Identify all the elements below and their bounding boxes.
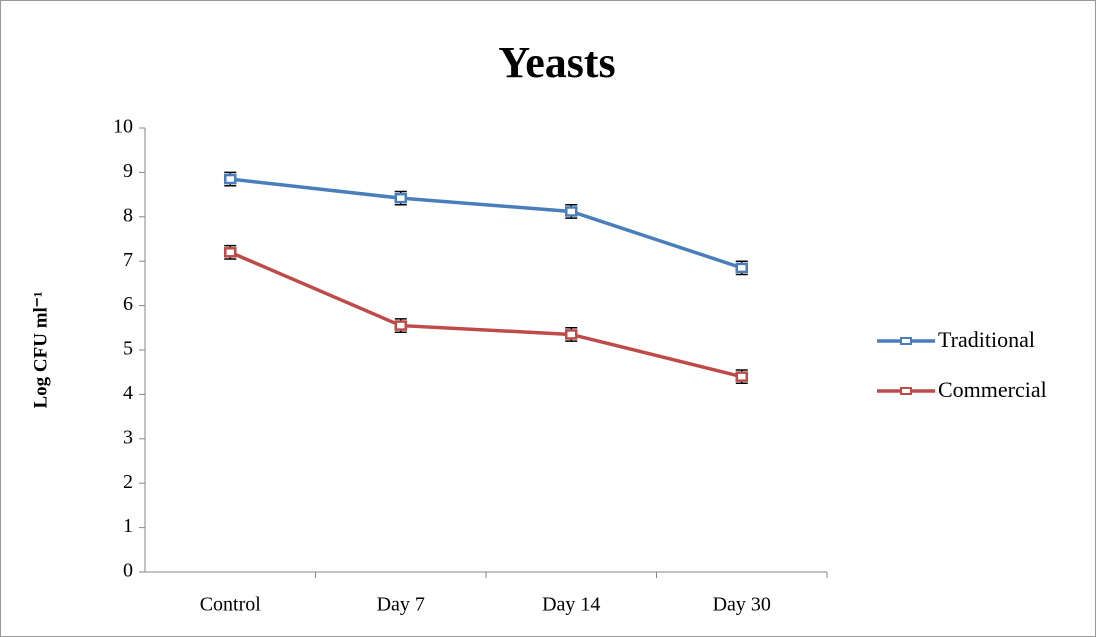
y-tick-label: 7 — [123, 249, 133, 271]
y-tick-label: 0 — [123, 560, 133, 582]
y-tick-label: 2 — [123, 471, 133, 493]
legend-label: Commercial — [938, 377, 1047, 402]
y-tick-label: 3 — [123, 426, 133, 448]
y-tick-label: 10 — [113, 116, 133, 138]
legend-marker — [900, 387, 912, 395]
x-tick-label: Day 7 — [377, 594, 425, 616]
series-line — [229, 250, 743, 379]
x-tick-label: Day 30 — [713, 594, 771, 616]
legend-label: Traditional — [938, 327, 1035, 352]
point — [735, 262, 748, 274]
y-tick-label: 9 — [123, 160, 133, 182]
point — [224, 173, 237, 185]
series-line — [230, 177, 743, 270]
point — [224, 247, 237, 258]
y-tick-label: 8 — [123, 204, 133, 226]
x-tick-label: Day 14 — [542, 594, 600, 616]
y-tick-label: 6 — [123, 293, 133, 315]
point — [394, 192, 407, 204]
y-tick-label: 4 — [123, 382, 133, 404]
y-tick-label: 5 — [123, 338, 133, 360]
legend-marker — [900, 337, 912, 345]
point — [565, 329, 578, 340]
x-tick-label: Control — [200, 594, 262, 616]
point — [565, 206, 578, 217]
point — [394, 320, 407, 331]
y-tick-label: 1 — [123, 515, 133, 537]
chart-title: Yeasts — [498, 38, 615, 87]
point — [735, 371, 748, 382]
y-axis-label: Log CFU ml⁻¹ — [30, 291, 51, 408]
